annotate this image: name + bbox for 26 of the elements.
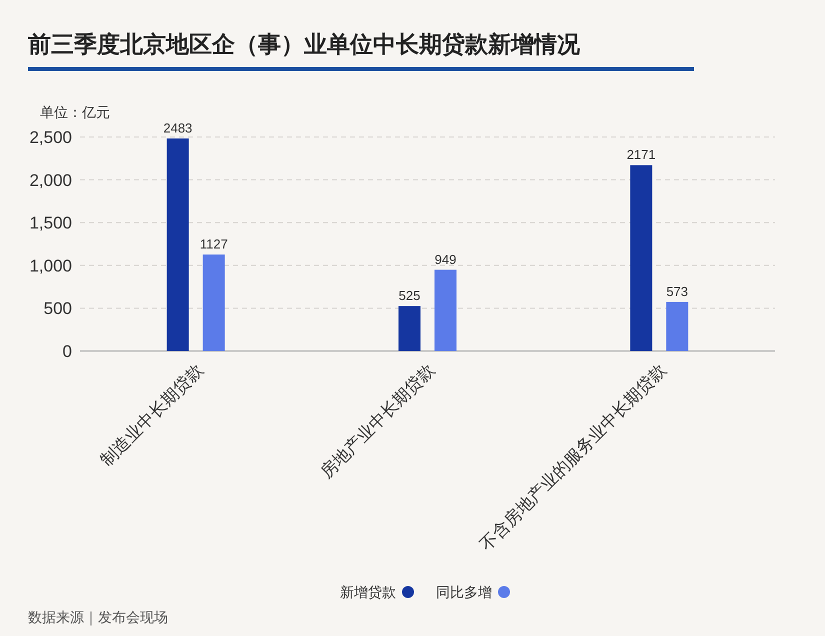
bar: [434, 270, 456, 351]
data-label: 1127: [200, 236, 228, 252]
chart-title: 前三季度北京地区企（事）业单位中长期贷款新增情况: [27, 31, 581, 57]
bar: [630, 165, 652, 351]
y-tick-label: 0: [62, 342, 72, 361]
bar: [166, 138, 189, 351]
bar: [398, 306, 420, 351]
bar: [202, 254, 225, 351]
data-label: 573: [666, 284, 688, 299]
data-label: 2483: [163, 120, 192, 136]
y-tick-label: 500: [44, 299, 72, 318]
x-tick-label: 房地产业中长期贷款: [316, 360, 438, 482]
x-tick-label: 不含房地产业的服务业中长期贷款: [476, 360, 670, 554]
legend-label: 新增贷款: [340, 584, 396, 600]
data-label: 949: [434, 252, 456, 267]
x-tick-label: 制造业中长期贷款: [97, 360, 207, 470]
y-tick-label: 2,500: [29, 128, 72, 147]
source-note: 数据来源｜发布会现场: [28, 609, 168, 626]
data-label: 2171: [626, 147, 656, 162]
y-tick-label: 2,000: [29, 170, 72, 190]
y-axis-title: 单位：亿元: [40, 104, 110, 120]
bar: [666, 302, 688, 351]
data-label: 525: [398, 288, 420, 304]
legend-label: 同比多增: [436, 584, 492, 600]
y-tick-label: 1,500: [29, 214, 72, 233]
y-tick-label: 1,000: [29, 256, 72, 276]
